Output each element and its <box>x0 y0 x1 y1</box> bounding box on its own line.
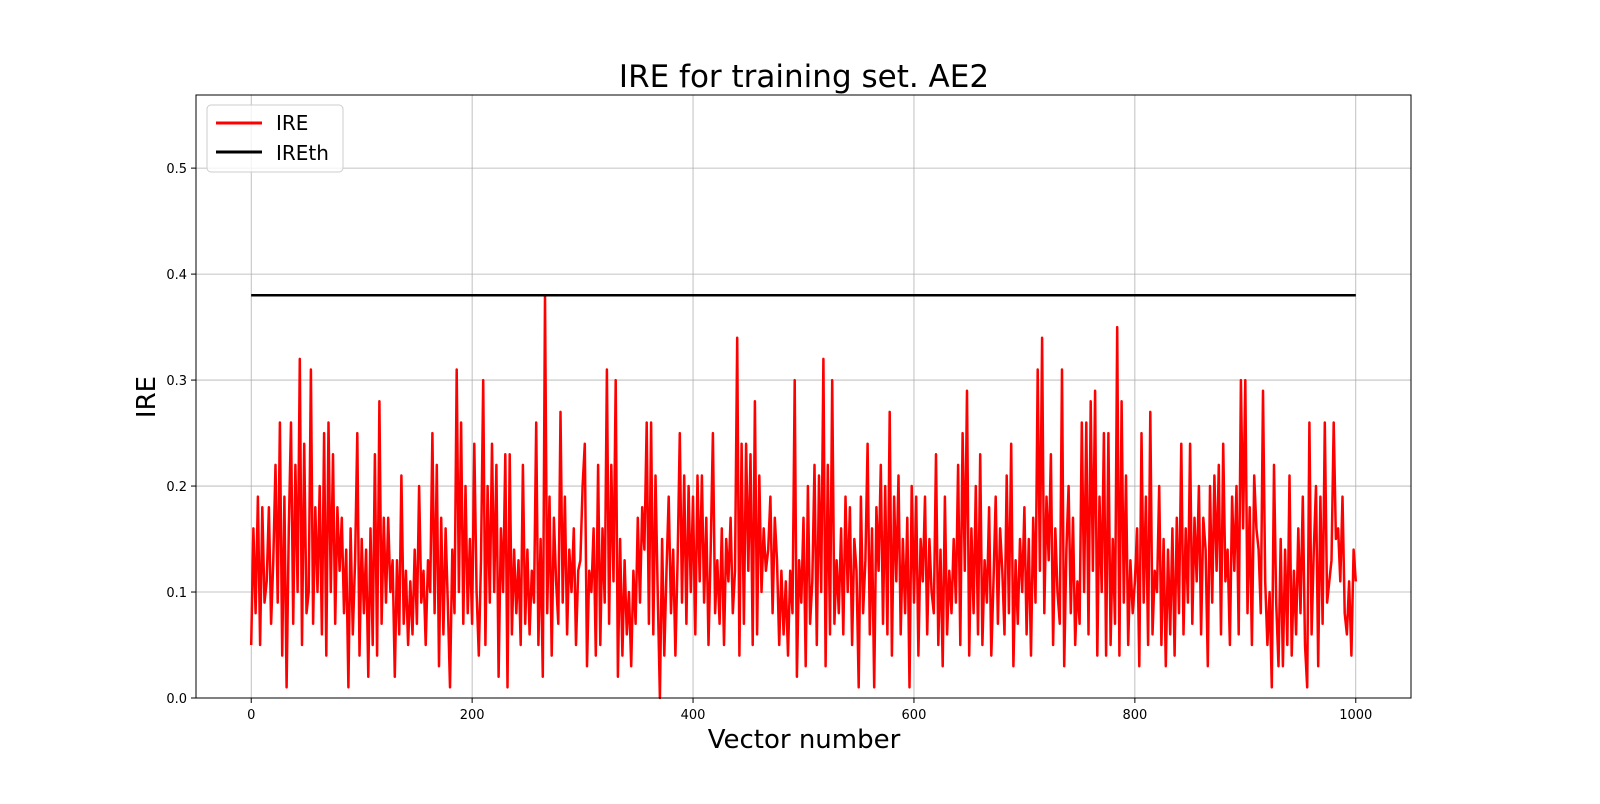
y-tick-label: 0.0 <box>166 692 187 707</box>
legend-label-ire: IRE <box>276 111 308 135</box>
series-lines <box>249 294 1358 700</box>
x-tick-label: 800 <box>1122 708 1147 723</box>
plot-frame <box>195 94 1412 699</box>
y-tick-label: 0.1 <box>166 586 187 601</box>
x-tick-label: 1000 <box>1339 708 1372 723</box>
x-axis-label: Vector number <box>708 725 901 755</box>
legend-label-ireth: IREth <box>276 141 329 165</box>
y-axis-label: IRE <box>132 376 162 418</box>
series-line-ire <box>249 294 1358 700</box>
ticks: 0 200 400 600 800 1000 0.0 0.1 0.2 0.3 0.4 0.5 <box>166 162 1372 723</box>
y-tick-label: 0.2 <box>166 480 187 495</box>
legend: IRE IREth <box>206 104 344 173</box>
x-tick-label: 400 <box>681 708 706 723</box>
chart-title: IRE for training set. AE2 <box>619 59 989 95</box>
x-tick-label: 200 <box>460 708 485 723</box>
x-tick-label: 0 <box>247 708 255 723</box>
y-tick-label: 0.3 <box>166 374 187 389</box>
y-tick-label: 0.5 <box>166 162 187 177</box>
x-tick-label: 600 <box>902 708 927 723</box>
y-tick-label: 0.4 <box>166 268 187 283</box>
